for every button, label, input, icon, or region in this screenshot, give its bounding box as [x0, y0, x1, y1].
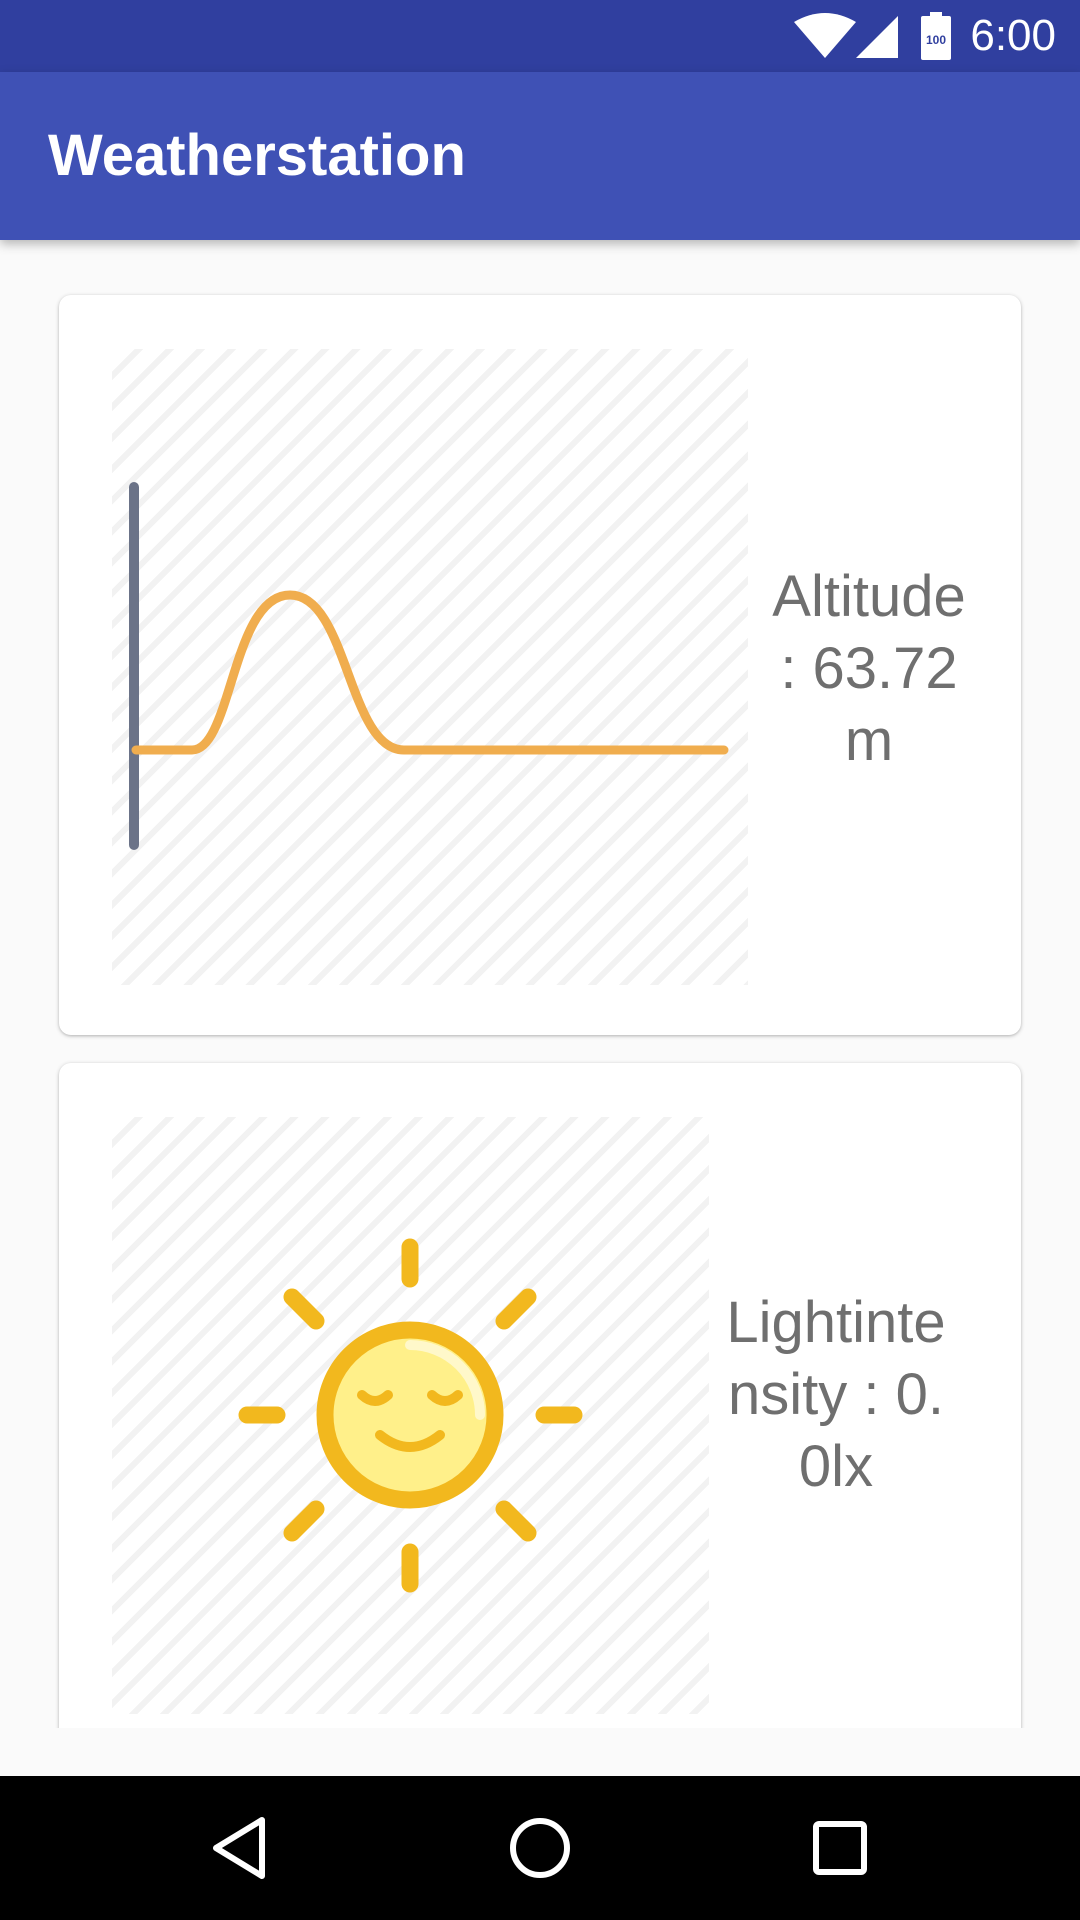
back-icon[interactable]	[200, 1808, 280, 1888]
navigation-bar	[0, 1776, 1080, 1920]
light-intensity-card[interactable]: Lightintensity : 0.0lx	[59, 1063, 1021, 1728]
app-title: Weatherstation	[48, 123, 466, 188]
light-intensity-image	[112, 1117, 709, 1714]
altitude-chart-icon	[129, 482, 729, 850]
chart-line	[131, 590, 729, 755]
altitude-card[interactable]: Altitude : 63.72m	[59, 295, 1021, 1035]
altitude-value-text: Altitude : 63.72m	[772, 564, 966, 773]
status-time: 6:00	[970, 11, 1056, 60]
battery-icon: 100	[921, 12, 951, 60]
sun-icon	[238, 1238, 583, 1593]
battery-level-label: 100	[926, 33, 946, 47]
recents-icon[interactable]	[800, 1808, 880, 1888]
altitude-image	[112, 349, 748, 985]
status-bar: 100 6:00	[0, 0, 1080, 72]
cell-signal-icon	[856, 16, 898, 58]
wifi-icon	[794, 13, 856, 58]
app-bar: Weatherstation	[0, 72, 1080, 240]
content-list[interactable]: Altitude : 63.72m	[0, 240, 1080, 1728]
home-icon[interactable]	[500, 1808, 580, 1888]
light-intensity-value-text: Lightintensity : 0.0lx	[726, 1290, 946, 1499]
